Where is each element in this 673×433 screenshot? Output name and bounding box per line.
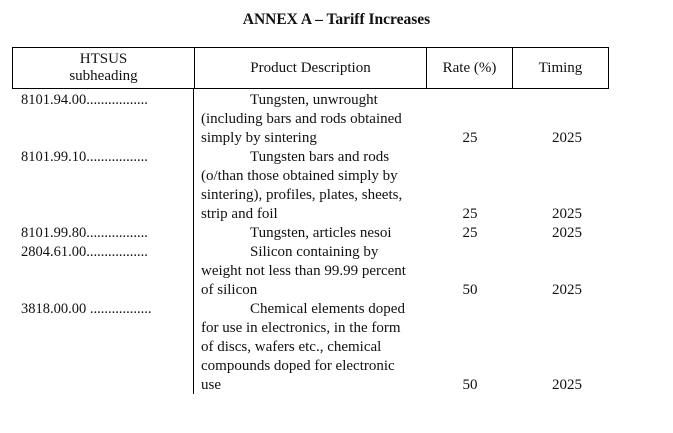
header-rate: Rate (%): [426, 48, 512, 88]
header-htsus-line1: HTSUS: [79, 51, 128, 67]
row-description: Tungsten bars and rods (o/than those obt…: [201, 149, 403, 222]
row-rate: 25: [462, 225, 478, 241]
annex-title: ANNEX A – Tariff Increases: [242, 11, 431, 28]
row-rate: 50: [462, 377, 478, 393]
header-htsus-line2: subheading: [69, 68, 138, 84]
table-row: 8101.94.00................. Tungsten, un…: [0, 91, 673, 148]
header-htsus: HTSUS subheading: [13, 48, 194, 88]
table-row: 8101.99.80................. Tungsten, ar…: [0, 224, 673, 243]
row-timing: 2025: [552, 225, 582, 241]
table-row: 3818.00.00 ................. Chemical el…: [0, 300, 673, 395]
row-timing: 2025: [552, 130, 582, 146]
table-row: 8101.99.10................. Tungsten bar…: [0, 148, 673, 224]
row-code: 8101.99.10.................: [21, 149, 148, 165]
row-code: 8101.99.80.................: [21, 225, 148, 241]
row-code: 2804.61.00.................: [21, 244, 148, 260]
row-timing: 2025: [552, 377, 582, 393]
row-description: Tungsten, unwrought (including bars and …: [201, 92, 402, 146]
header-description: Product Description: [194, 48, 426, 88]
row-rate: 25: [462, 206, 478, 222]
row-timing: 2025: [552, 206, 582, 222]
column-divider: [193, 89, 194, 394]
table-header: HTSUS subheading Product Description Rat…: [12, 47, 609, 89]
row-rate: 25: [462, 130, 478, 146]
row-timing: 2025: [552, 282, 582, 298]
row-description: Silicon containing by weight not less th…: [201, 244, 406, 298]
row-code: 8101.94.00.................: [21, 92, 148, 108]
table-body: 8101.94.00................. Tungsten, un…: [0, 91, 673, 395]
table-row: 2804.61.00................. Silicon cont…: [0, 243, 673, 300]
row-code: 3818.00.00 .................: [21, 301, 152, 317]
header-timing: Timing: [512, 48, 608, 88]
row-rate: 50: [462, 282, 478, 298]
row-description: Tungsten, articles nesoi: [250, 225, 392, 241]
row-description: Chemical elements doped for use in elect…: [201, 301, 405, 393]
